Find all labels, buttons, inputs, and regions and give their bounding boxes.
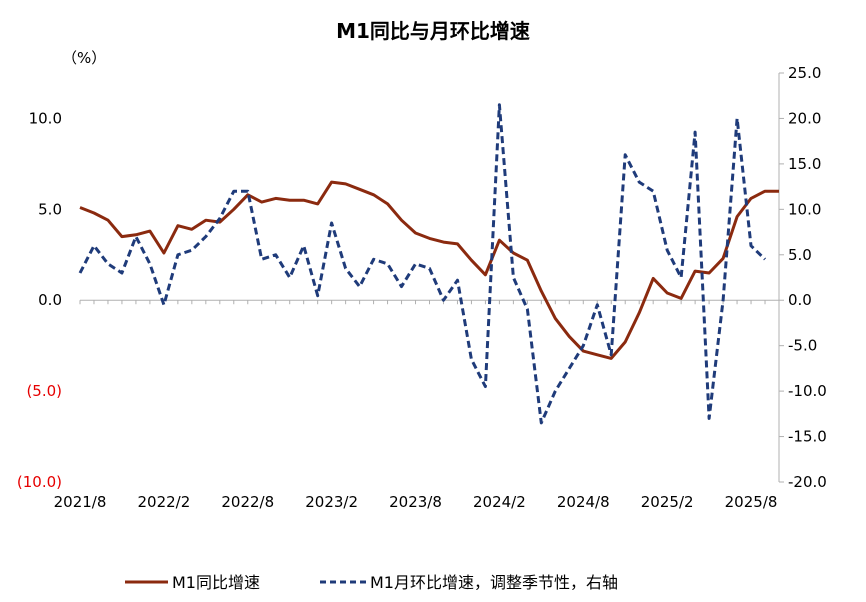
- right-tick-label: 5.0: [788, 246, 812, 264]
- x-tick-label: 2022/8: [221, 493, 274, 511]
- left-tick-label: 10.0: [29, 109, 62, 127]
- right-tick-label: -15.0: [788, 428, 827, 446]
- right-tick-label: 25.0: [788, 64, 821, 82]
- right-axis: 25.0 20.0 15.0 10.0 5.0 0.0 -5.0 -10.0 -15.0 -20.…: [778, 64, 827, 491]
- legend-label-m1-mom: M1月环比增速，调整季节性，右轴: [370, 573, 618, 592]
- left-axis-ticks: 10.0 5.0 0.0 (5.0) (10.0): [17, 109, 62, 491]
- x-tick-label: 2021/8: [54, 493, 107, 511]
- series-line-m1-yoy: [79, 180, 779, 360]
- left-tick-label: (5.0): [26, 382, 62, 400]
- right-tick-label: -20.0: [788, 473, 827, 491]
- x-tick-label: 2025/8: [725, 493, 778, 511]
- legend-label-m1-yoy: M1同比增速: [172, 573, 260, 592]
- legend: M1同比增速 M1月环比增速，调整季节性，右轴: [125, 573, 618, 592]
- chart-title: M1同比与月环比增速: [336, 19, 530, 43]
- left-tick-label: 5.0: [38, 200, 62, 218]
- x-tick-label: 2022/2: [137, 493, 190, 511]
- right-tick-label: 0.0: [788, 291, 812, 309]
- x-tick-label: 2023/8: [389, 493, 442, 511]
- right-tick-label: 10.0: [788, 200, 821, 218]
- right-tick-label: 15.0: [788, 155, 821, 173]
- left-tick-label: 0.0: [38, 291, 62, 309]
- x-tick-label: 2023/2: [305, 493, 358, 511]
- right-tick-label: -5.0: [788, 337, 817, 355]
- right-tick-label: -10.0: [788, 382, 827, 400]
- y-unit-label: （%）: [62, 49, 106, 67]
- right-tick-label: 20.0: [788, 109, 821, 127]
- x-tick-label: 2024/8: [557, 493, 610, 511]
- left-tick-label: (10.0): [17, 473, 62, 491]
- series-layer: [78, 103, 779, 425]
- x-axis: 2021/8 2022/2 2022/8 2023/2 2023/8 2024/2 2024…: [54, 299, 780, 511]
- series-line-m1-mom: [78, 103, 767, 425]
- x-tick-label: 2024/2: [473, 493, 526, 511]
- x-tick-label: 2025/2: [641, 493, 694, 511]
